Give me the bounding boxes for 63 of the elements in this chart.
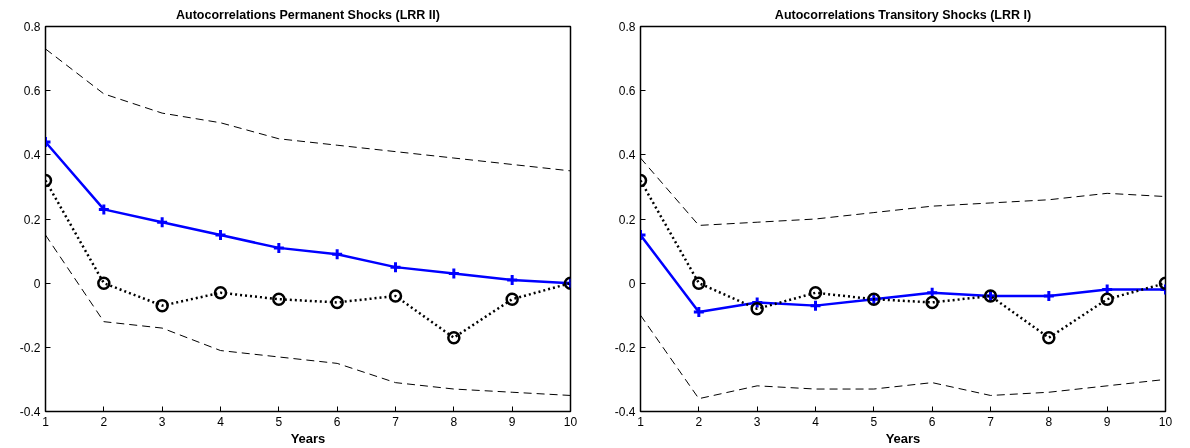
x-tick-label: 5 bbox=[275, 414, 283, 429]
point bbox=[97, 202, 111, 216]
y-tick-label: 0.2 bbox=[23, 212, 41, 227]
x-tick-label: 10 bbox=[1158, 414, 1173, 429]
y-tick-label: -0.4 bbox=[19, 405, 41, 419]
point bbox=[214, 228, 227, 242]
y-tick-label: 0.6 bbox=[23, 84, 41, 99]
y-tick-label: 0.8 bbox=[618, 20, 636, 34]
point bbox=[389, 260, 402, 274]
y-tick-label: -0.2 bbox=[19, 340, 41, 355]
y-tick-label: 0.6 bbox=[618, 84, 636, 99]
y-tick-label: -0.2 bbox=[614, 340, 636, 355]
y-tick-label: 0.8 bbox=[23, 20, 41, 34]
point bbox=[750, 302, 764, 316]
point bbox=[272, 292, 286, 306]
point bbox=[97, 276, 111, 290]
point bbox=[330, 247, 344, 261]
point bbox=[505, 273, 519, 287]
point bbox=[1042, 289, 1056, 303]
x-tick-label: 5 bbox=[870, 414, 878, 429]
point bbox=[809, 299, 822, 313]
x-tick-label: 3 bbox=[158, 414, 166, 429]
x-axis-title: Years bbox=[885, 430, 921, 446]
x-tick-label: 8 bbox=[1045, 414, 1053, 429]
point bbox=[213, 286, 228, 300]
point bbox=[692, 305, 706, 319]
point bbox=[155, 215, 169, 229]
chart-title: Autocorrelations Permanent Shocks (LRR II) bbox=[176, 7, 440, 22]
point bbox=[1100, 292, 1114, 306]
point bbox=[1042, 330, 1056, 345]
y-tick-label: 0.4 bbox=[618, 148, 636, 163]
y-tick-label: 0 bbox=[33, 276, 41, 291]
x-tick-label: 2 bbox=[695, 414, 703, 429]
x-tick-label: 7 bbox=[392, 414, 400, 429]
x-tick-label: 7 bbox=[987, 414, 995, 429]
y-tick-label: 0 bbox=[628, 276, 636, 291]
point bbox=[505, 292, 519, 306]
x-tick-label: 3 bbox=[753, 414, 761, 429]
x-tick-label: 4 bbox=[812, 414, 820, 429]
x-tick-label: 10 bbox=[563, 414, 578, 429]
y-tick-label: 0.4 bbox=[23, 148, 41, 163]
point bbox=[330, 295, 344, 310]
point bbox=[155, 298, 169, 313]
point bbox=[692, 276, 706, 290]
point bbox=[272, 241, 286, 255]
point bbox=[447, 330, 461, 345]
x-tick-label: 8 bbox=[450, 414, 458, 429]
x-tick-label: 1 bbox=[42, 414, 50, 429]
x-tick-label: 9 bbox=[508, 414, 516, 429]
point bbox=[925, 295, 939, 310]
x-tick-label: 6 bbox=[928, 414, 936, 429]
y-tick-label: 0.2 bbox=[618, 212, 636, 227]
x-tick-label: 9 bbox=[1103, 414, 1111, 429]
x-tick-label: 4 bbox=[217, 414, 225, 429]
point bbox=[447, 267, 461, 281]
x-tick-label: 2 bbox=[100, 414, 108, 429]
point bbox=[808, 286, 823, 300]
y-tick-label: -0.4 bbox=[614, 405, 636, 419]
point bbox=[388, 289, 403, 303]
x-tick-label: 1 bbox=[637, 414, 645, 429]
chart-title: Autocorrelations Transitory Shocks (LRR I) bbox=[774, 7, 1032, 22]
x-tick-label: 6 bbox=[333, 414, 341, 429]
x-axis-title: Years bbox=[290, 430, 326, 446]
